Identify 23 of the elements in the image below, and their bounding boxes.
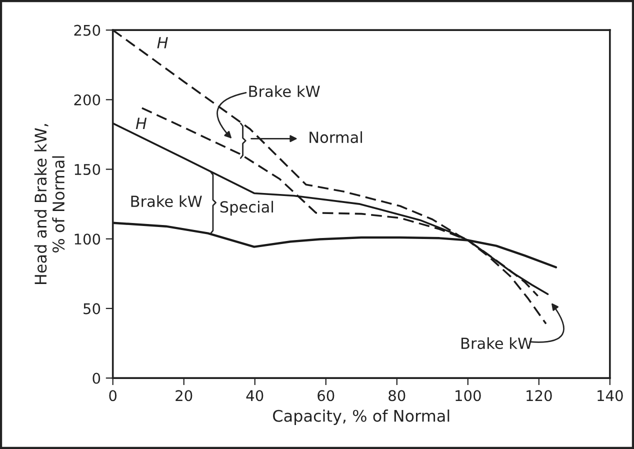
x-tick-label: 40 — [246, 390, 264, 402]
annotation: H — [136, 118, 147, 129]
annotation: H — [157, 37, 168, 48]
x-tick-label: 60 — [318, 390, 334, 402]
y-tick-label: 200 — [74, 94, 100, 106]
x-tick-label: 0 — [109, 390, 117, 402]
annotation: Normal — [310, 131, 362, 144]
annotation: Brake kW — [461, 337, 532, 350]
x-tick-label: 140 — [598, 390, 623, 402]
x-tick-label: 100 — [456, 390, 481, 402]
x-axis-title: Capacity, % of Normal — [273, 410, 450, 425]
y-tick-label: 150 — [74, 164, 100, 176]
y-tick-label: 50 — [84, 303, 100, 314]
y-tick-label: 250 — [74, 24, 100, 36]
x-tick-label: 20 — [176, 390, 192, 402]
y-axis-title: Head and Brake kW, % of Normal — [34, 124, 65, 284]
annotation: Brake kW — [249, 85, 320, 98]
annotation: Brake kW — [131, 195, 202, 208]
y-tick-label: 0 — [92, 372, 100, 384]
y-tick-label: 100 — [74, 234, 100, 245]
x-tick-label: 120 — [526, 390, 552, 402]
x-tick-label: 80 — [388, 390, 406, 402]
annotation: Special — [220, 200, 273, 216]
